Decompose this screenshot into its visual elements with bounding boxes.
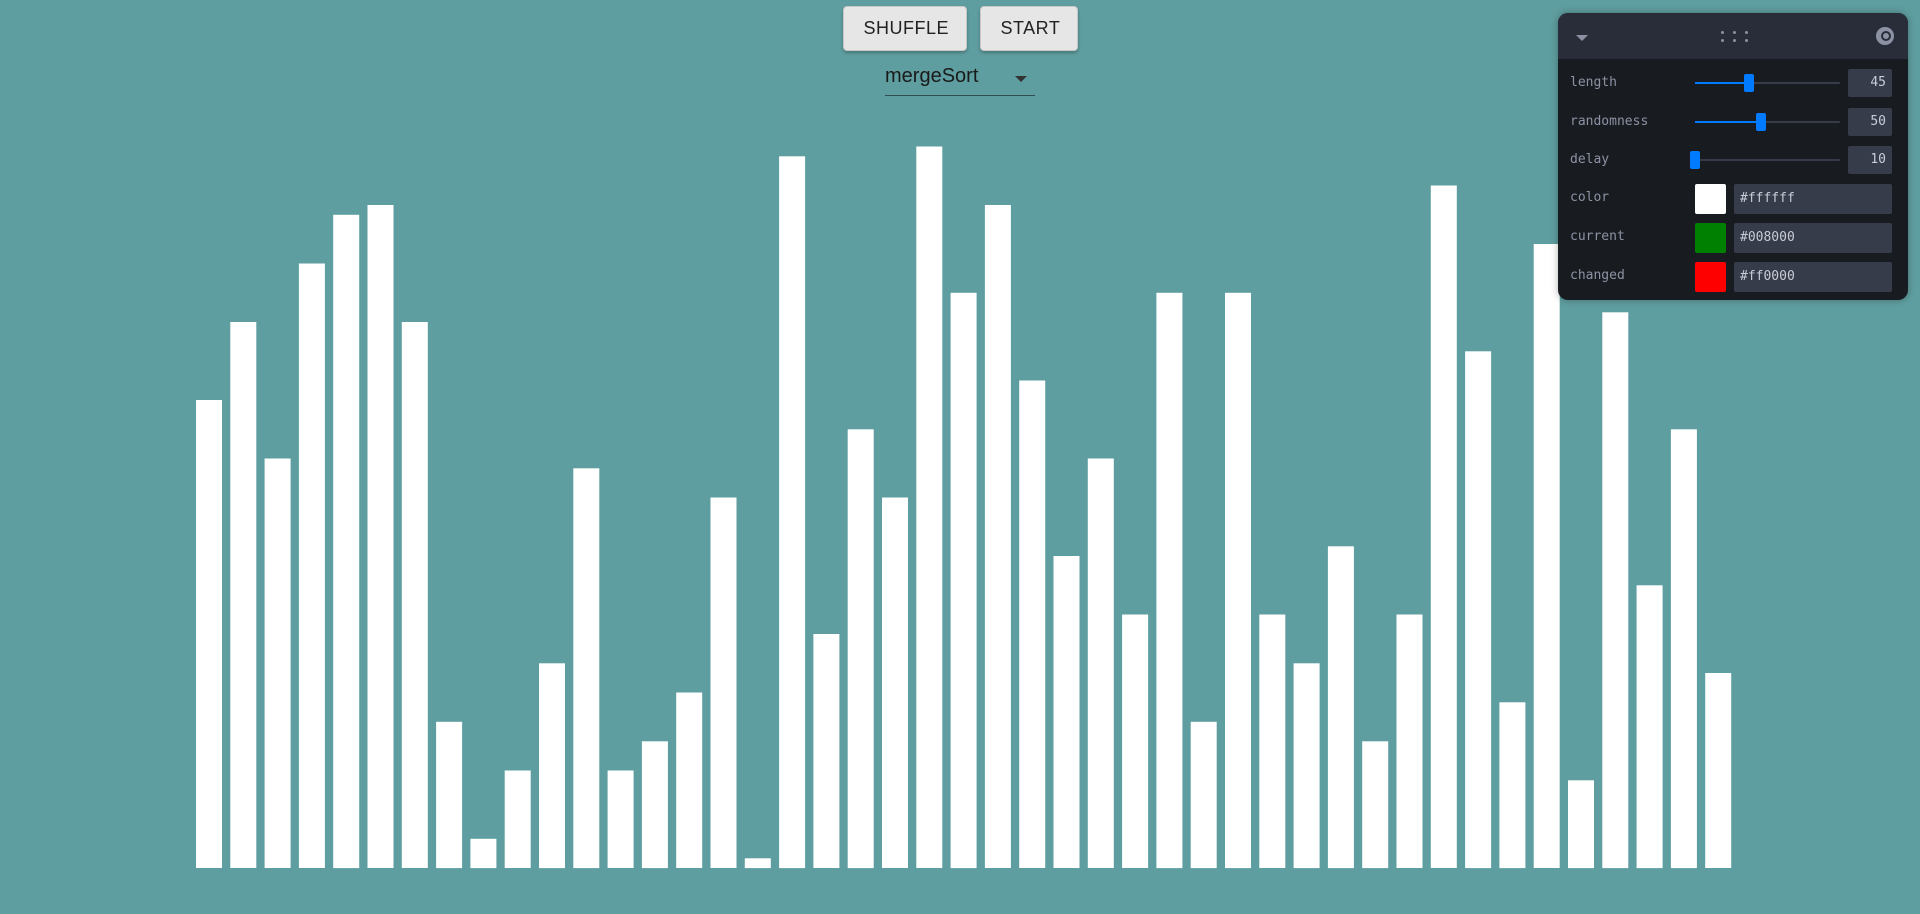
bar-2 (264, 458, 291, 868)
bar-20 (882, 497, 908, 868)
bar-30 (1225, 292, 1251, 869)
length-slider-fill (1695, 82, 1750, 84)
bar-5 (367, 205, 394, 868)
randomness-slider-fill (1695, 121, 1761, 123)
start-button[interactable]: START (979, 6, 1078, 51)
control-row-randomness: randomness 50 (1558, 106, 1908, 138)
delay-input[interactable]: 10 (1848, 146, 1892, 174)
bar-38 (1499, 702, 1526, 869)
randomness-slider[interactable] (1695, 113, 1840, 131)
bar-1 (230, 322, 257, 868)
control-row-color: color #ffffff (1558, 182, 1908, 214)
bar-29 (1190, 721, 1217, 869)
control-label-color: color (1570, 190, 1610, 205)
bar-31 (1259, 614, 1286, 868)
bar-10 (539, 663, 565, 869)
bar-7 (436, 721, 463, 869)
changed-color-swatch[interactable] (1695, 262, 1726, 292)
bar-36 (1430, 185, 1457, 868)
bar-27 (1122, 614, 1149, 868)
bar-34 (1362, 741, 1389, 869)
bar-23 (984, 205, 1011, 868)
delay-slider-thumb[interactable] (1690, 151, 1700, 169)
bar-26 (1087, 458, 1114, 868)
bar-9 (504, 770, 531, 868)
randomness-slider-thumb[interactable] (1755, 113, 1766, 131)
length-slider[interactable] (1695, 74, 1840, 92)
color-swatch[interactable] (1695, 184, 1726, 214)
bar-6 (401, 322, 428, 868)
bar-15 (710, 497, 737, 868)
length-input[interactable]: 45 (1848, 69, 1892, 97)
randomness-input[interactable]: 50 (1848, 108, 1892, 136)
bar-22 (950, 292, 977, 869)
control-label-delay: delay (1570, 152, 1610, 167)
length-slider-thumb[interactable] (1744, 74, 1755, 92)
bar-11 (573, 468, 600, 869)
bar-3 (298, 263, 325, 868)
shuffle-button[interactable]: SHUFFLE (842, 6, 967, 51)
bar-42 (1636, 585, 1663, 869)
controls-panel-header[interactable] (1558, 13, 1908, 59)
bar-44 (1705, 673, 1732, 868)
chevron-down-icon (1015, 75, 1027, 82)
control-row-changed: changed #ff0000 (1558, 260, 1908, 292)
bar-37 (1465, 351, 1492, 869)
bar-33 (1327, 546, 1354, 869)
bar-19 (847, 429, 874, 869)
bar-14 (676, 692, 703, 868)
bar-17 (779, 156, 806, 869)
control-label-current: current (1570, 229, 1625, 244)
bar-39 (1533, 244, 1560, 868)
color-input[interactable]: #ffffff (1734, 184, 1892, 214)
delay-slider[interactable] (1690, 151, 1840, 169)
control-label-changed: changed (1570, 268, 1625, 283)
control-row-length: length 45 (1558, 67, 1908, 99)
bar-41 (1602, 312, 1629, 869)
bar-32 (1293, 663, 1320, 869)
controls-panel: length 45 randomness 50 delay 10 co (1558, 13, 1908, 300)
bar-13 (641, 741, 668, 869)
bar-43 (1670, 429, 1697, 869)
bar-18 (813, 634, 840, 868)
control-row-current: current #008000 (1558, 221, 1908, 253)
current-color-swatch[interactable] (1695, 223, 1726, 253)
algorithm-select-value: mergeSort (885, 65, 979, 87)
drag-handle-icon[interactable] (1721, 31, 1749, 43)
search-icon[interactable] (1876, 27, 1894, 45)
collapse-icon[interactable] (1576, 35, 1588, 41)
bar-8 (470, 838, 497, 869)
changed-color-input[interactable]: #ff0000 (1734, 262, 1892, 292)
bar-4 (333, 214, 360, 869)
bar-24 (1019, 380, 1046, 868)
control-row-delay: delay 10 (1558, 144, 1908, 176)
bar-35 (1396, 614, 1423, 868)
top-toolbar: SHUFFLE START (0, 6, 1920, 51)
bar-40 (1568, 780, 1594, 869)
bar-25 (1053, 556, 1080, 868)
control-label-randomness: randomness (1570, 114, 1649, 129)
bar-21 (916, 146, 943, 868)
bar-0 (196, 400, 222, 868)
bar-28 (1156, 292, 1183, 869)
control-label-length: length (1570, 75, 1617, 90)
bar-12 (607, 770, 634, 868)
bar-16 (744, 858, 771, 869)
algorithm-select[interactable]: mergeSort (885, 62, 1035, 96)
current-color-input[interactable]: #008000 (1734, 223, 1892, 253)
